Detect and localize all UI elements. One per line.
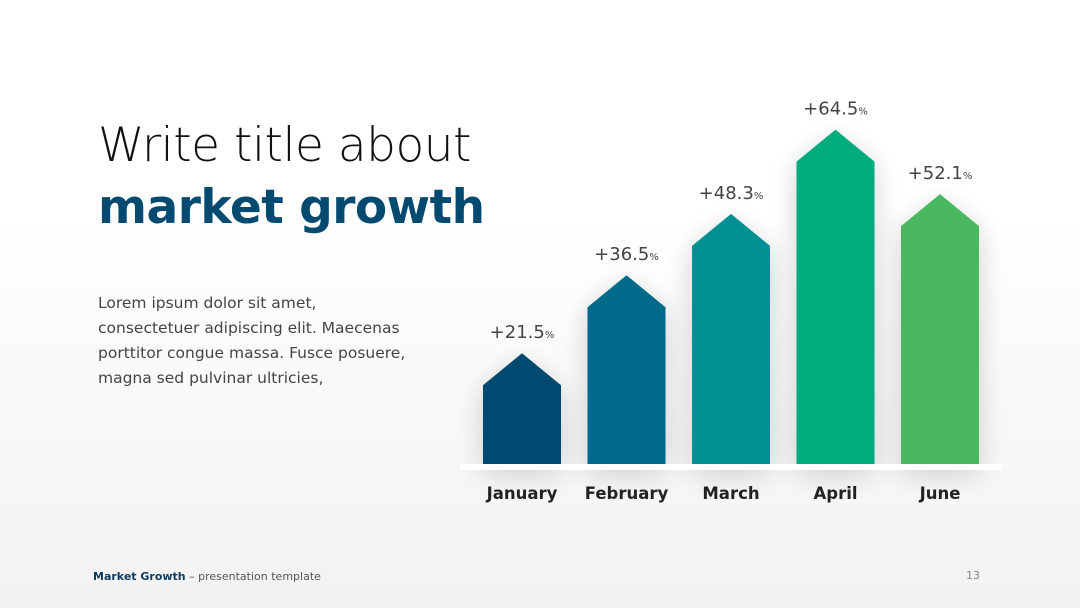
footer-caption: Market Growth – presentation template <box>93 570 321 583</box>
value-label: +21.5% <box>490 322 555 343</box>
bar-june <box>901 194 979 465</box>
bar-april <box>797 130 875 465</box>
value-label: +64.5% <box>803 99 868 120</box>
footer-subtitle: – presentation template <box>186 570 321 583</box>
bar-february <box>588 275 666 465</box>
category-label: April <box>813 484 857 503</box>
chart-baseline <box>460 464 1003 470</box>
category-label: February <box>585 484 669 503</box>
value-label: +48.3% <box>699 183 764 204</box>
bar-march <box>692 214 770 465</box>
bar-january <box>483 353 561 465</box>
category-label: June <box>919 484 961 503</box>
category-label: January <box>486 484 558 503</box>
value-label: +52.1% <box>908 163 973 184</box>
value-label: +36.5% <box>594 244 659 265</box>
footer-brand: Market Growth <box>93 570 186 583</box>
category-label: March <box>702 484 759 503</box>
page-number: 13 <box>966 569 980 582</box>
